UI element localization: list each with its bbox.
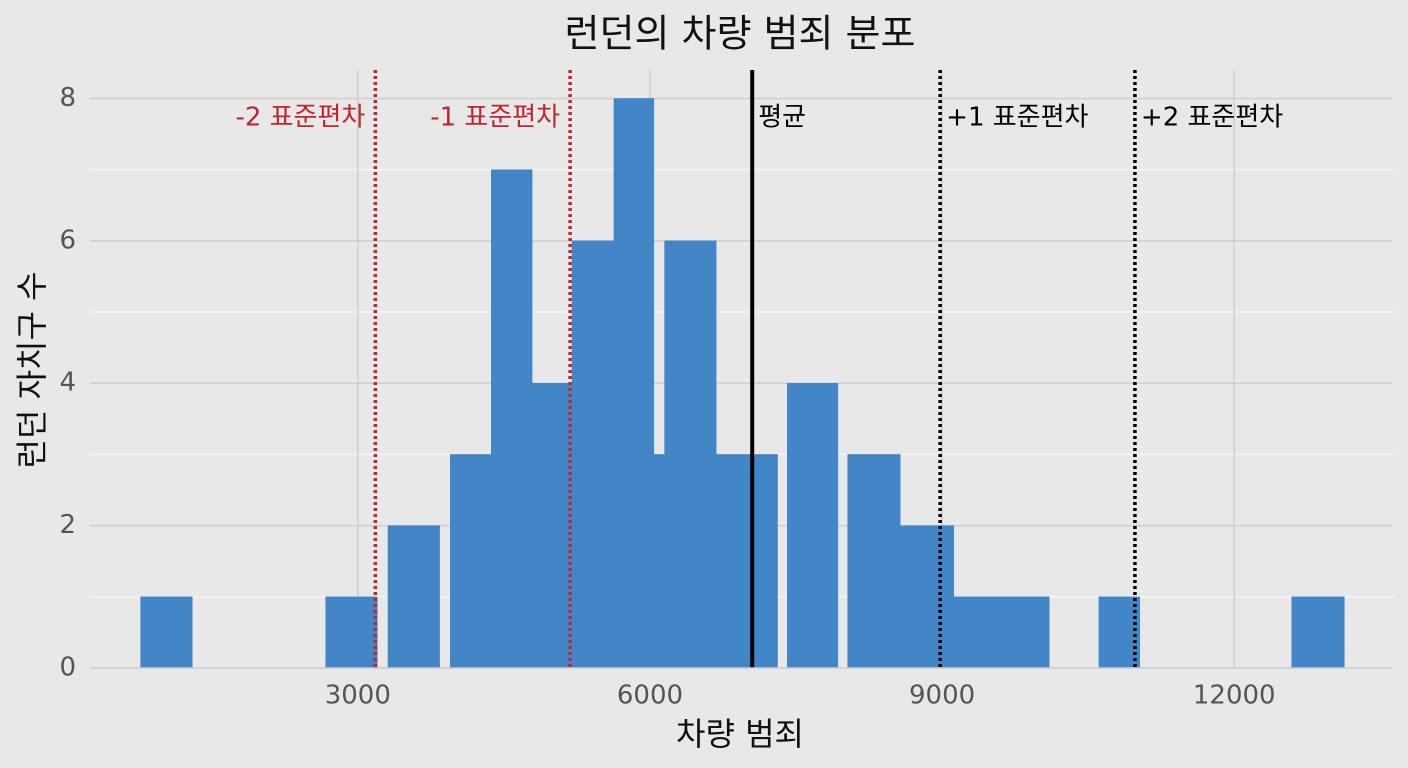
bar bbox=[1291, 596, 1345, 669]
reference-label: 평균 bbox=[758, 103, 806, 133]
y-tick-label: 8 bbox=[59, 83, 76, 113]
bar bbox=[531, 382, 573, 669]
bar bbox=[994, 596, 1050, 669]
y-tick-label: 2 bbox=[59, 510, 76, 540]
bar bbox=[715, 454, 751, 669]
bar bbox=[953, 596, 995, 669]
reference-label: +2 표준편차 bbox=[1141, 103, 1283, 133]
reference-label: +1 표준편차 bbox=[946, 103, 1088, 133]
x-tick-label: 6000 bbox=[617, 681, 683, 711]
bar bbox=[387, 525, 440, 669]
reference-label: -2 표준편차 bbox=[235, 103, 365, 133]
bar bbox=[750, 454, 778, 669]
bar bbox=[847, 454, 901, 669]
y-tick-label: 6 bbox=[59, 225, 76, 255]
x-tick-label: 3000 bbox=[325, 681, 391, 711]
bar bbox=[653, 454, 665, 669]
y-axis-label: 런던 자치구 수 bbox=[13, 272, 51, 469]
bar bbox=[613, 98, 655, 669]
bar bbox=[571, 240, 615, 669]
bar bbox=[664, 240, 717, 669]
reference-label: -1 표준편차 bbox=[430, 103, 560, 133]
bar bbox=[450, 454, 492, 669]
x-tick-label: 9000 bbox=[909, 681, 975, 711]
y-tick-label: 4 bbox=[59, 368, 76, 398]
y-tick-label: 0 bbox=[59, 653, 76, 683]
bar bbox=[1098, 596, 1141, 669]
bar bbox=[140, 596, 193, 669]
x-tick-label: 12000 bbox=[1193, 681, 1276, 711]
bar bbox=[490, 169, 533, 669]
bar bbox=[325, 596, 378, 669]
x-axis-label: 차량 범죄 bbox=[676, 715, 804, 753]
bar bbox=[787, 382, 839, 669]
bar bbox=[899, 525, 955, 669]
chart-title: 런던의 차량 범죄 분포 bbox=[565, 12, 916, 56]
